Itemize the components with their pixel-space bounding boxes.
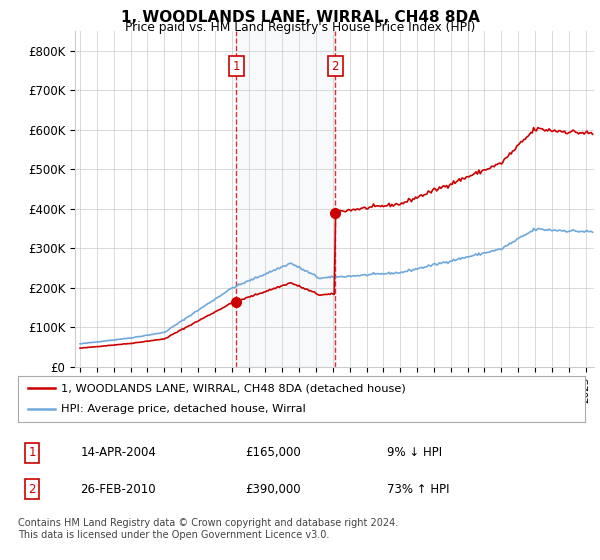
Text: 9% ↓ HPI: 9% ↓ HPI: [386, 446, 442, 459]
Text: 26-FEB-2010: 26-FEB-2010: [80, 483, 156, 496]
Text: HPI: Average price, detached house, Wirral: HPI: Average price, detached house, Wirr…: [61, 404, 305, 414]
Text: £165,000: £165,000: [245, 446, 301, 459]
Text: 73% ↑ HPI: 73% ↑ HPI: [386, 483, 449, 496]
Text: 2: 2: [28, 483, 36, 496]
Text: 1, WOODLANDS LANE, WIRRAL, CH48 8DA (detached house): 1, WOODLANDS LANE, WIRRAL, CH48 8DA (det…: [61, 383, 405, 393]
Text: 2: 2: [332, 59, 339, 73]
Text: 1: 1: [233, 59, 240, 73]
Bar: [236, 31, 335, 367]
Text: £390,000: £390,000: [245, 483, 301, 496]
Text: Price paid vs. HM Land Registry's House Price Index (HPI): Price paid vs. HM Land Registry's House …: [125, 21, 475, 34]
Text: 1, WOODLANDS LANE, WIRRAL, CH48 8DA: 1, WOODLANDS LANE, WIRRAL, CH48 8DA: [121, 10, 479, 25]
Text: 1: 1: [28, 446, 36, 459]
Text: 14-APR-2004: 14-APR-2004: [80, 446, 156, 459]
Text: Contains HM Land Registry data © Crown copyright and database right 2024.
This d: Contains HM Land Registry data © Crown c…: [18, 518, 398, 540]
